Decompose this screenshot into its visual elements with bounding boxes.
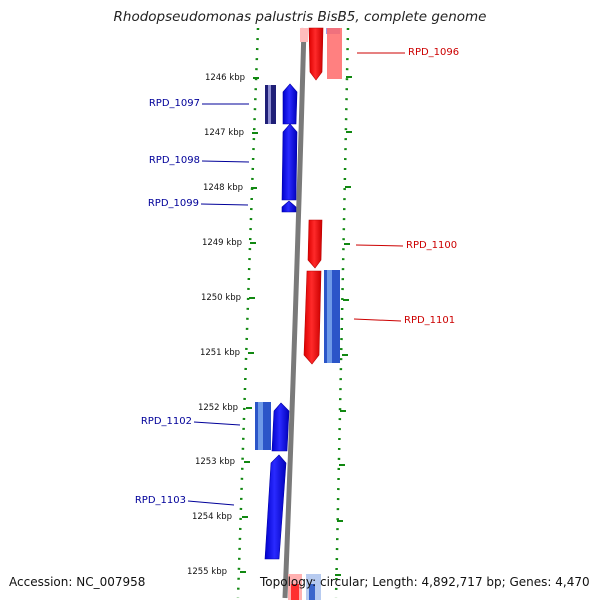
gene-rpd-1098[interactable]: RPD_1098 — [149, 123, 298, 201]
gene-label[interactable]: RPD_1103 — [135, 495, 186, 506]
label-connector — [201, 160, 250, 163]
gene-block-highlight — [327, 270, 332, 363]
gene-label[interactable]: RPD_1097 — [149, 98, 200, 109]
label-connector — [355, 244, 404, 247]
gene-block-highlight — [268, 85, 271, 124]
gene-label[interactable]: RPD_1098 — [149, 155, 200, 166]
gene-rpd-1096[interactable]: RPD_1096 — [308, 27, 459, 81]
scale-label: 1247 kbp — [204, 128, 244, 138]
label-connector — [193, 421, 241, 426]
scale-label: 1254 kbp — [192, 512, 232, 522]
gene-arrow[interactable] — [303, 270, 322, 365]
gene-rpd-1102[interactable]: RPD_1102 — [141, 402, 290, 452]
scale-label: 1252 kbp — [198, 403, 238, 413]
accession-text: Accession: NC_007958 — [9, 575, 146, 589]
scale-label: 1255 kbp — [187, 567, 227, 577]
gene-rpd-1103[interactable]: RPD_1103 — [135, 454, 287, 560]
gene-rpd-1101[interactable]: RPD_1101 — [303, 270, 455, 365]
scale-label: 1249 kbp — [202, 238, 242, 248]
gene-arrow[interactable] — [308, 27, 324, 81]
genome-summary-text: Topology: circular; Length: 4,892,717 bp… — [260, 575, 590, 589]
gene-arrow[interactable] — [282, 83, 298, 125]
inner-dotted-track — [236, 27, 260, 599]
gene-block[interactable] — [327, 28, 342, 79]
label-connector — [187, 500, 235, 506]
scale-label: 1250 kbp — [201, 293, 241, 303]
bottom-edge-features — [288, 574, 321, 600]
gene-label[interactable]: RPD_1096 — [408, 47, 459, 58]
scale-label: 1253 kbp — [195, 457, 235, 467]
label-connector — [353, 318, 402, 322]
gene-arrow[interactable] — [281, 123, 298, 201]
gene-rpd-1099[interactable]: RPD_1099 — [148, 198, 297, 213]
gene-label[interactable]: RPD_1099 — [148, 198, 199, 209]
gene-block-highlight — [258, 402, 263, 450]
gene-label[interactable]: RPD_1100 — [406, 240, 457, 251]
scale-ticks — [240, 77, 259, 573]
gene-label[interactable]: RPD_1102 — [141, 416, 192, 427]
scale-label: 1248 kbp — [203, 183, 243, 193]
gene-label[interactable]: RPD_1101 — [404, 315, 455, 326]
gene-rpd-1097[interactable]: RPD_1097 — [149, 83, 298, 125]
gene-arrow[interactable] — [271, 402, 290, 452]
gene-arrow[interactable] — [281, 200, 297, 213]
outer-scale-ticks — [335, 76, 352, 576]
gene-arrow[interactable] — [307, 219, 323, 269]
outer-dotted-track — [334, 27, 350, 599]
map-title: Rhodopseudomonas palustris BisB5, comple… — [113, 9, 487, 25]
scale-label: 1246 kbp — [205, 73, 245, 83]
gene-arrow[interactable] — [264, 454, 287, 560]
scale-labels: 1246 kbp 1247 kbp 1248 kbp 1249 kbp 1250… — [187, 73, 245, 577]
label-connector — [200, 203, 249, 206]
gene-rpd-1100[interactable]: RPD_1100 — [307, 219, 457, 269]
genome-backbone — [282, 27, 307, 599]
scale-label: 1251 kbp — [200, 348, 240, 358]
